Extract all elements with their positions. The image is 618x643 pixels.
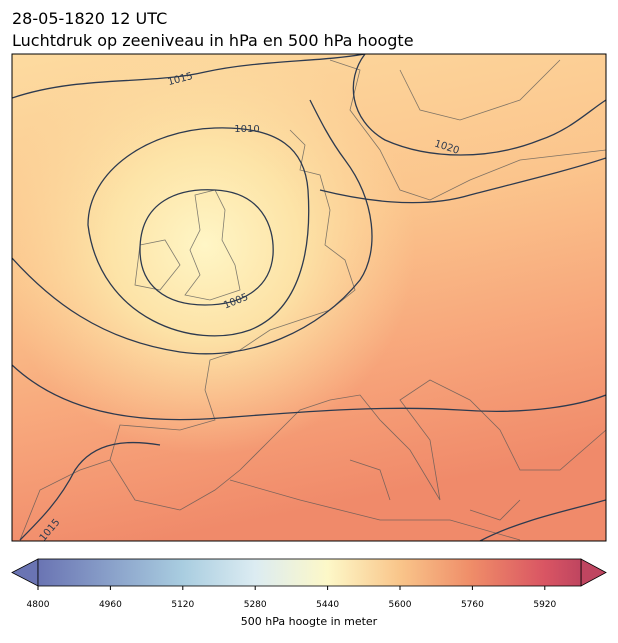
colorbar-tick-label: 4800 [27,600,50,610]
colorbar-tick-label: 4960 [99,600,122,610]
colorbar-body [37,558,582,587]
map-frame [11,53,607,542]
isobar [139,189,274,306]
colorbar-label: 500 hPa hoogte in meter [241,615,378,628]
colorbar-tick-label: 5920 [533,600,556,610]
contour-label: 1010 [234,124,259,135]
subtitle: Luchtdruk op zeeniveau in hPa en 500 hPa… [12,31,414,50]
colorbar-tick-label: 5120 [171,600,194,610]
colorbar-tick-label: 5600 [389,600,412,610]
colorbar-tick-label: 5760 [461,600,484,610]
title: 28-05-1820 12 UTC [12,9,167,28]
isobar [87,127,310,337]
coastline [109,59,606,511]
colorbar-tick-label: 5280 [244,600,267,610]
colorbar-extend-low [11,558,39,587]
coastline [19,459,521,541]
map-highlight [12,54,606,541]
colorbar-tick-label: 5440 [316,600,339,610]
colorbar: 4800 4960 5120 5280 5440 5600 5760 5920 [11,558,607,610]
isobar [319,54,606,204]
isobar [12,364,606,541]
map: 1015 1010 1020 1005 1015 [12,54,606,541]
colorbar-extend-high [580,558,607,587]
isobar [479,499,606,541]
isobar [12,54,373,355]
